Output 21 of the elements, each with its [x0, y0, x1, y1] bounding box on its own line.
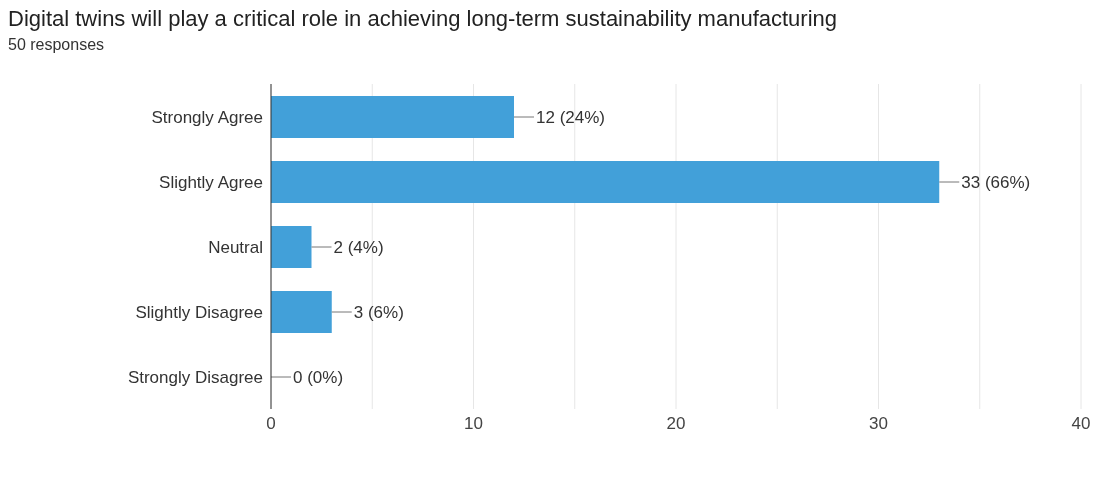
x-tick-label: 30 [869, 414, 888, 434]
data-label: 3 (6%) [353, 302, 404, 322]
text: 50 responses [8, 36, 106, 54]
bar [271, 291, 332, 333]
bar [271, 161, 940, 203]
x-tick-label: 20 [666, 414, 686, 434]
y-tick-label: Slightly Disagree [135, 302, 263, 322]
y-tick-label: Strongly Disagree [127, 367, 263, 387]
x-tick-label: 0 [266, 414, 276, 434]
data-label: 0 (0%) [293, 367, 344, 387]
y-tick-label: Strongly Agree [151, 107, 263, 127]
x-tick-label: 10 [464, 414, 483, 434]
data-label: 12 (24%) [536, 107, 605, 127]
bar [271, 96, 514, 138]
chart-title: Digital twins will play a critical role in achieving long-term sustainability manufacturing [8, 6, 839, 32]
y-tick-label: Neutral [208, 237, 263, 257]
x-tick-label: 40 [1071, 414, 1091, 434]
bar [271, 226, 312, 268]
data-label: 33 (66%) [961, 172, 1031, 192]
data-label: 2 (4%) [333, 237, 384, 257]
y-tick-label: Slightly Agree [159, 172, 263, 192]
